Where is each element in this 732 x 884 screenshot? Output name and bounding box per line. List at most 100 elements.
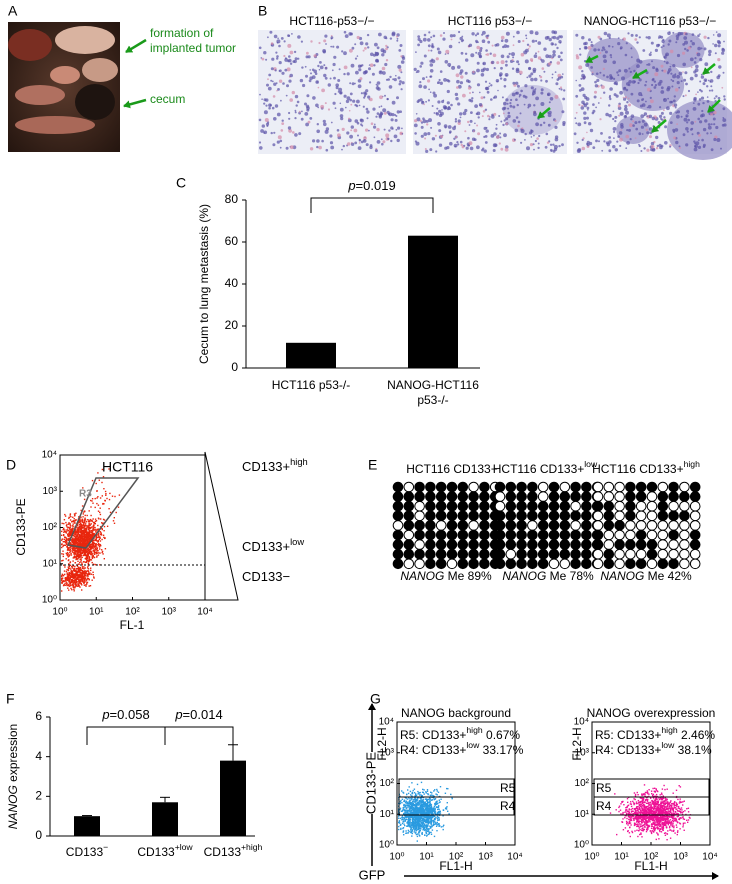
- gate-label: R3: [79, 489, 92, 500]
- event: [419, 824, 420, 825]
- cpg-site: [636, 482, 646, 492]
- cell: [486, 129, 489, 132]
- event: [90, 520, 91, 521]
- cell: [499, 133, 501, 135]
- cpg-site: [549, 540, 559, 550]
- cell: [319, 69, 321, 71]
- x-tick-label-text: CD133: [66, 845, 104, 859]
- cell: [630, 118, 632, 120]
- event: [99, 546, 100, 547]
- event: [62, 551, 63, 552]
- event: [95, 546, 96, 547]
- event: [425, 832, 426, 833]
- cpg-site: [647, 501, 657, 511]
- cell: [268, 87, 272, 91]
- cell: [690, 77, 694, 81]
- event: [84, 540, 85, 541]
- cpg-site: [426, 511, 436, 521]
- cell: [516, 31, 520, 35]
- y-axis-label: Cecum to lung metastasis (%): [197, 204, 211, 364]
- event: [67, 576, 68, 577]
- event: [68, 589, 69, 590]
- cell: [501, 36, 505, 40]
- cell: [603, 59, 607, 63]
- cell: [259, 119, 262, 122]
- event: [407, 789, 408, 790]
- x-tick-label-sup: +low: [175, 842, 194, 852]
- cell: [317, 123, 319, 125]
- cell: [600, 132, 603, 135]
- event: [80, 579, 81, 580]
- p-value: p=0.058: [101, 707, 149, 722]
- cpg-site: [560, 492, 570, 502]
- cell: [350, 93, 353, 96]
- cell: [503, 113, 505, 115]
- cell: [284, 40, 286, 42]
- event: [80, 567, 81, 568]
- cell: [540, 76, 543, 79]
- event: [110, 512, 111, 513]
- level-label-text: CD133+: [242, 539, 290, 554]
- event: [70, 543, 71, 544]
- panel-title: HCT116-p53−/−: [289, 14, 374, 28]
- event: [80, 570, 81, 571]
- event: [82, 522, 83, 523]
- event: [443, 829, 444, 830]
- cell: [637, 99, 640, 102]
- cpg-site: [636, 492, 646, 502]
- cell: [312, 139, 315, 142]
- event: [105, 548, 106, 549]
- cell: [536, 137, 539, 140]
- cell: [512, 59, 514, 61]
- event: [412, 830, 413, 831]
- event: [118, 507, 119, 508]
- cell: [510, 99, 512, 101]
- cpg-site: [447, 530, 457, 540]
- event: [92, 534, 93, 535]
- cpg-site: [582, 530, 592, 540]
- cell: [286, 147, 289, 150]
- cpg-site: [458, 511, 468, 521]
- cell: [525, 96, 528, 99]
- cell: [699, 81, 701, 83]
- cpg-site: [658, 521, 668, 531]
- event: [63, 541, 64, 542]
- cell: [350, 104, 352, 106]
- cell: [325, 102, 327, 104]
- cell: [677, 54, 680, 57]
- event: [88, 542, 89, 543]
- cell: [677, 81, 680, 84]
- cell: [493, 149, 496, 152]
- cell: [685, 33, 688, 36]
- cell: [445, 50, 449, 54]
- cell: [583, 117, 586, 120]
- cpg-site: [615, 540, 625, 550]
- cell: [456, 86, 459, 89]
- event: [97, 525, 98, 526]
- cell: [686, 116, 688, 118]
- cell: [661, 86, 664, 89]
- event: [69, 574, 70, 575]
- cell: [450, 34, 453, 37]
- event: [96, 483, 97, 484]
- event: [428, 805, 429, 806]
- cell: [278, 135, 282, 139]
- cell: [315, 80, 319, 84]
- event: [61, 544, 62, 545]
- event: [408, 832, 409, 833]
- cell: [481, 96, 484, 99]
- cell: [361, 64, 363, 66]
- cell: [525, 133, 527, 135]
- cpg-site: [658, 482, 668, 492]
- cell: [485, 81, 487, 83]
- cell: [301, 118, 304, 121]
- cell: [675, 128, 679, 132]
- event: [63, 523, 64, 524]
- text-rest: Me 89%: [444, 569, 492, 583]
- cell: [485, 54, 487, 56]
- cell: [695, 94, 697, 96]
- event: [421, 826, 422, 827]
- event: [65, 580, 66, 581]
- cell: [632, 80, 636, 84]
- cell: [654, 72, 658, 76]
